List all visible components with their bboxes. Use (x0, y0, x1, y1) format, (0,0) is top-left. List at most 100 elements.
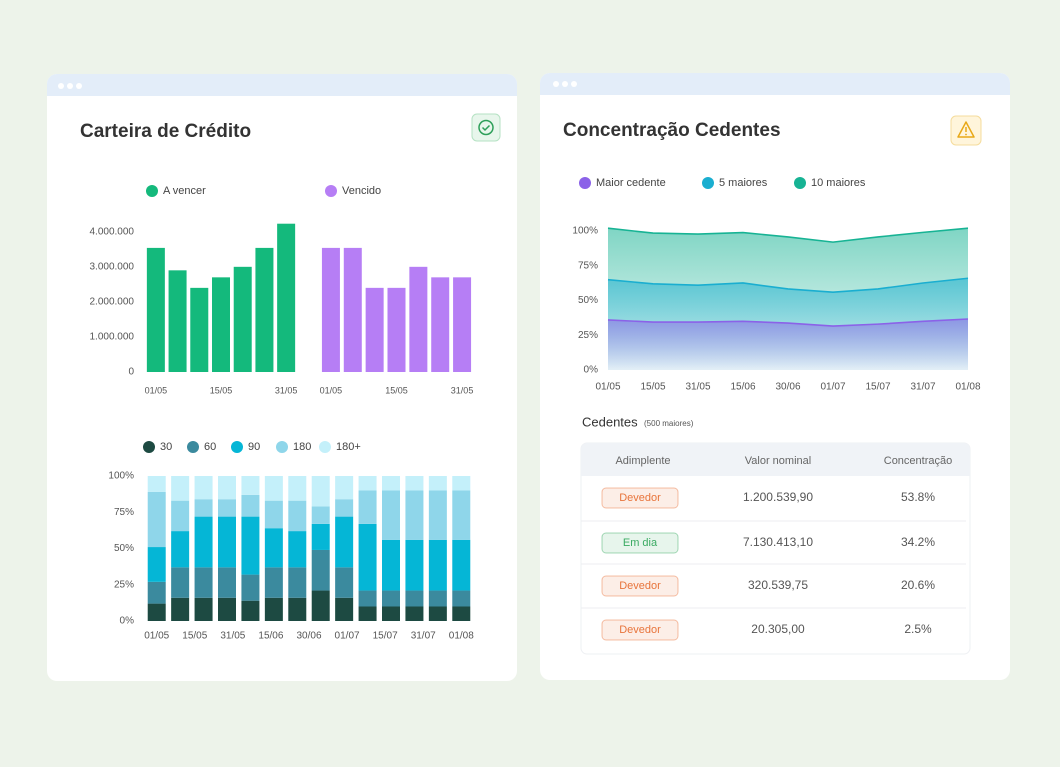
legend-swatch (325, 185, 337, 197)
legend-swatch (143, 441, 155, 453)
bar-segment (335, 597, 354, 621)
bar-segment (335, 476, 354, 500)
bar (146, 247, 165, 372)
x-tick-label: 01/05 (595, 382, 620, 393)
y-tick-label: 25% (578, 330, 598, 341)
table-subtitle: (500 maiores) (644, 419, 694, 428)
bar (168, 270, 187, 372)
bar-segment (405, 606, 424, 621)
x-tick-label: 15/06 (730, 382, 755, 393)
bar-segment (288, 531, 307, 568)
bar (453, 277, 472, 372)
card-title: Carteira de Crédito (80, 121, 251, 142)
bar-segment (335, 516, 354, 568)
bar-segment (288, 500, 307, 532)
status-ok-icon[interactable] (471, 113, 501, 142)
cell: 20.305,00 (751, 622, 805, 636)
warning-icon[interactable] (950, 115, 982, 146)
x-tick-label: 01/05 (144, 631, 169, 642)
y-tick-label: 4.000.000 (90, 226, 135, 237)
bar-segment (382, 490, 400, 540)
bar-segment (171, 500, 190, 532)
legend-swatch (579, 177, 591, 189)
cell: 53.8% (901, 490, 935, 504)
y-tick-label: 0 (128, 367, 134, 378)
bar-segment (194, 516, 213, 568)
bar-segment (358, 590, 377, 607)
status-label: Devedor (619, 580, 661, 592)
legend-label: 30 (160, 441, 172, 453)
bar-segment (452, 590, 471, 607)
x-tick-label: 31/07 (411, 631, 436, 642)
x-tick-label: 31/05 (220, 631, 245, 642)
bar-segment (335, 499, 354, 517)
bar (387, 287, 406, 372)
x-tick-label: 01/05 (320, 385, 343, 395)
x-tick-label: 30/06 (775, 382, 800, 393)
legend-label: Maior cedente (596, 177, 666, 189)
bar-segment (311, 506, 330, 524)
legend-swatch (146, 185, 158, 197)
bar-segment (335, 567, 354, 598)
y-tick-label: 2.000.000 (90, 297, 135, 308)
legend-label: Vencido (342, 185, 381, 197)
line (607, 318, 969, 327)
x-tick-label: 31/05 (451, 385, 474, 395)
legend-swatch (276, 441, 288, 453)
table-frame (580, 442, 971, 655)
bar-segment (194, 499, 213, 517)
cell: 20.6% (901, 578, 935, 592)
bar-segment (241, 574, 260, 601)
y-tick-label: 0% (584, 365, 599, 376)
bar-segment (218, 499, 236, 517)
bar-segment (428, 606, 447, 621)
bar-segment (171, 567, 190, 598)
bar-segment (147, 547, 166, 582)
y-tick-label: 3.000.000 (90, 261, 135, 272)
bar-segment (288, 567, 307, 598)
x-tick-label: 31/05 (275, 385, 298, 395)
bar (409, 266, 428, 372)
bar-segment (382, 539, 400, 591)
y-tick-label: 25% (114, 579, 134, 590)
bar-segment (194, 567, 213, 598)
bar-segment (382, 606, 400, 621)
legend-label: 60 (204, 441, 216, 453)
legend-label: 5 maiores (719, 177, 768, 189)
bar-segment (358, 476, 377, 491)
legend-label: 180+ (336, 441, 361, 453)
legend-swatch (319, 441, 331, 453)
legend-swatch (702, 177, 714, 189)
bar-segment (264, 528, 283, 568)
card-title: Concentração Cedentes (563, 120, 781, 141)
bar (277, 223, 296, 372)
bar-segment (194, 476, 213, 500)
bar-segment (147, 476, 166, 492)
bar (365, 287, 384, 372)
column-header: Valor nominal (745, 455, 811, 467)
y-tick-label: 0% (120, 616, 135, 627)
x-tick-label: 15/05 (182, 631, 207, 642)
bar-segment (358, 490, 377, 524)
bar-segment (218, 597, 236, 621)
bar-segment (241, 516, 260, 575)
status-badge (601, 532, 679, 554)
x-tick-label: 01/08 (449, 631, 474, 642)
bar (190, 287, 209, 372)
bar-segment (382, 476, 400, 491)
table-title: Cedentes (582, 414, 638, 429)
column-header: Concentração (884, 455, 953, 467)
bar-segment (194, 597, 213, 621)
bar-segment (405, 490, 424, 540)
cell: 320.539,75 (748, 578, 808, 592)
bar-segment (147, 581, 166, 604)
bar-segment (264, 476, 283, 501)
bar-segment (311, 523, 330, 550)
area (608, 318, 968, 370)
bar-segment (264, 567, 283, 598)
y-tick-label: 100% (572, 226, 598, 237)
bar-segment (405, 590, 424, 607)
cell: 1.200.539,90 (743, 490, 813, 504)
bar-segment (382, 590, 400, 607)
